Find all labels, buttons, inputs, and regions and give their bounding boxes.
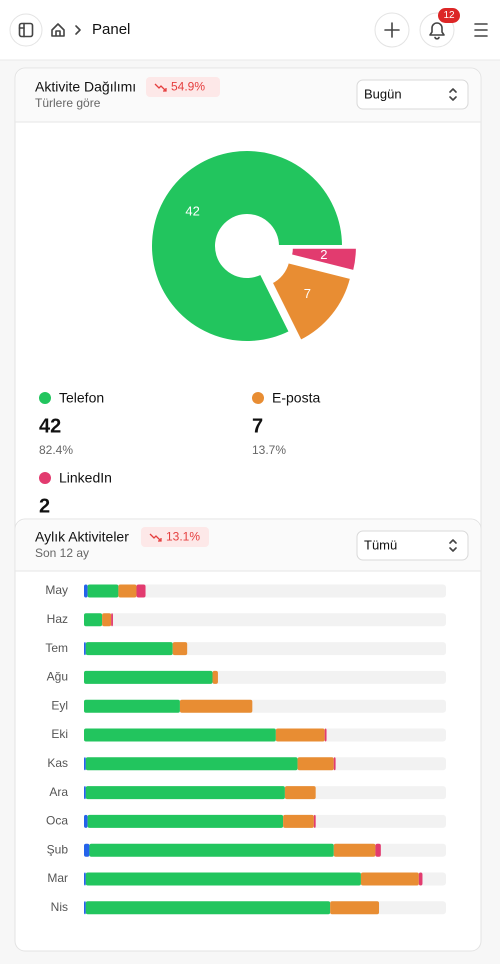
bar-segment: [111, 613, 113, 627]
legend-dot: [252, 392, 264, 404]
slice-label: 42: [185, 204, 199, 219]
monthly-card: Aylık Aktiviteler Son 12 ay 13.1% Tümü M…: [14, 518, 482, 952]
bar-segment: [84, 814, 88, 828]
top-bar: [0, 0, 500, 60]
y-tick-label: Haz: [47, 612, 68, 626]
bar-segment: [275, 728, 325, 742]
bar-segment: [87, 584, 119, 598]
card-subtitle: Son 12 ay: [35, 546, 89, 560]
bar-segment: [333, 757, 336, 771]
bar-segment: [84, 728, 276, 742]
bar-segment: [84, 642, 86, 656]
bar-segment: [85, 757, 298, 771]
bar-segment: [84, 757, 86, 771]
bar-segment: [87, 814, 284, 828]
bar-segment: [85, 872, 361, 886]
legend-share: 13.7%: [252, 443, 286, 457]
bar-segment: [324, 728, 327, 742]
bar-segment: [172, 642, 188, 656]
slice-label: 7: [304, 286, 311, 301]
y-tick-label: Mar: [47, 871, 68, 885]
bar-track: [84, 584, 446, 598]
bar-segment: [84, 843, 90, 857]
card-subtitle: Türlere göre: [35, 96, 101, 110]
bar-segment: [85, 786, 285, 800]
pie-slice: [150, 149, 344, 343]
card-title: Aylık Aktiviteler: [35, 529, 129, 545]
bar-segment: [89, 843, 334, 857]
y-tick-label: Eyl: [51, 698, 68, 712]
y-tick-label: Ağu: [47, 670, 68, 684]
home-icon[interactable]: [51, 23, 65, 37]
pie-slice: [270, 261, 353, 342]
bar-segment: [283, 814, 314, 828]
legend-value: 42: [39, 415, 61, 437]
bar-segment: [84, 584, 88, 598]
legend-label: E-posta: [272, 390, 320, 406]
bar-segment: [313, 814, 316, 828]
bar-track: [84, 613, 446, 627]
bar-segment: [212, 670, 218, 684]
bar-segment: [85, 901, 331, 915]
bar-segment: [284, 786, 316, 800]
slice-label: 2: [320, 247, 327, 262]
pie-slice: [289, 246, 358, 273]
bar-segment: [84, 786, 86, 800]
bar-segment: [330, 901, 380, 915]
y-tick-label: Oca: [46, 814, 68, 828]
card-title: Aktivite Dağılımı: [35, 79, 136, 95]
y-tick-label: Tem: [45, 641, 68, 655]
y-tick-label: Nis: [51, 900, 68, 914]
bar-segment: [333, 843, 376, 857]
legend-dot: [39, 392, 51, 404]
bar-segment: [136, 584, 146, 598]
bar-segment: [418, 872, 423, 886]
legend-dot: [39, 472, 51, 484]
menu-button[interactable]: [474, 23, 488, 37]
sidebar-button[interactable]: [9, 13, 43, 47]
y-tick-label: Eki: [51, 727, 68, 741]
y-tick-label: Ara: [49, 785, 68, 799]
change-badge: 13.1%: [166, 530, 200, 544]
bar-segment: [360, 872, 419, 886]
bar-segment: [84, 670, 213, 684]
legend-label: Telefon: [59, 390, 104, 406]
bar-segment: [375, 843, 381, 857]
change-badge: 54.9%: [171, 80, 205, 94]
bar-segment: [84, 872, 86, 886]
period-select[interactable]: [356, 530, 469, 561]
bar-segment: [118, 584, 137, 598]
y-tick-label: May: [45, 583, 68, 597]
bar-segment: [85, 642, 173, 656]
bar-segment: [84, 901, 86, 915]
add-button[interactable]: [374, 12, 410, 48]
period-select[interactable]: [356, 79, 469, 110]
y-tick-label: Kas: [47, 756, 68, 770]
legend-value: 7: [252, 415, 263, 437]
bar-segment: [179, 699, 253, 713]
breadcrumb[interactable]: Panel: [92, 21, 130, 38]
bar-segment: [297, 757, 334, 771]
bar-segment: [84, 699, 180, 713]
bar-segment: [84, 613, 103, 627]
notification-badge: [438, 8, 460, 23]
legend-share: 82.4%: [39, 443, 73, 457]
legend-value: 2: [39, 495, 50, 517]
notification-count: 12: [443, 10, 455, 21]
y-tick-label: Şub: [47, 842, 69, 856]
activity-card: Aktivite Dağılımı Türlere göre 54.9% Bug…: [14, 67, 482, 541]
legend-label: LinkedIn: [59, 470, 112, 486]
select-value[interactable]: Tümü: [364, 537, 397, 552]
breadcrumb-separator: [75, 25, 81, 35]
bar-segment: [102, 613, 112, 627]
select-value[interactable]: Bugün: [364, 86, 402, 101]
